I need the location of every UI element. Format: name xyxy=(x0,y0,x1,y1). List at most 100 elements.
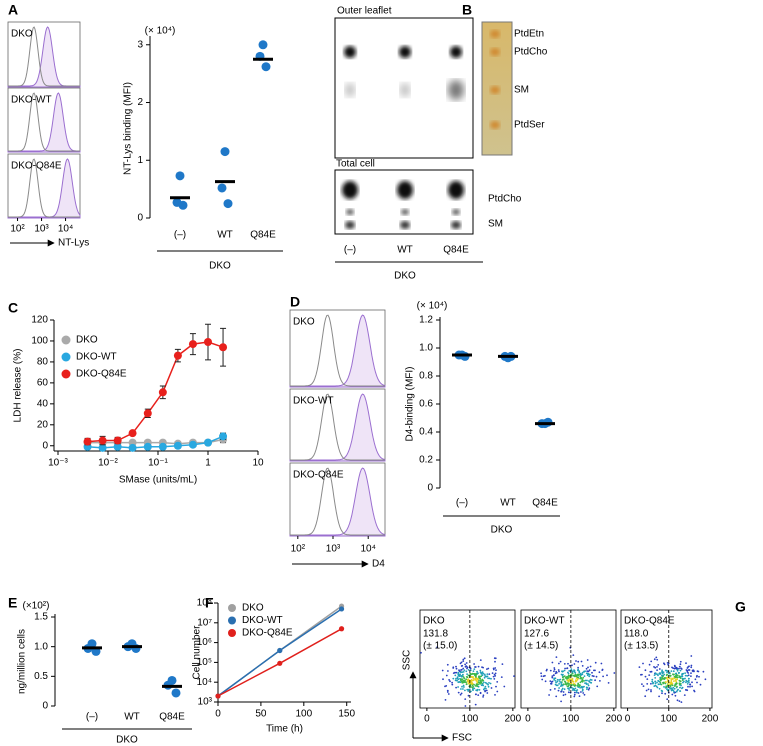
density-dot xyxy=(679,686,681,689)
density-dot xyxy=(562,676,565,678)
data-point xyxy=(178,200,188,210)
data-point xyxy=(277,647,283,654)
density-dot xyxy=(470,675,473,678)
density-dot xyxy=(691,685,693,688)
density-dot xyxy=(577,674,579,677)
density-dot xyxy=(554,688,556,690)
density-dot xyxy=(660,689,663,692)
density-dot xyxy=(591,671,593,674)
density-dot xyxy=(540,672,542,675)
data-point xyxy=(188,440,197,449)
y-axis-label: SSC xyxy=(402,650,413,671)
density-dot xyxy=(666,662,669,664)
density-dot xyxy=(581,680,584,683)
density-dot xyxy=(687,679,690,682)
density-dot xyxy=(482,688,485,691)
density-dot xyxy=(470,686,472,688)
y-tick-label: 0.5 xyxy=(34,671,48,682)
y-tick-label: 3 xyxy=(137,39,143,50)
density-dot xyxy=(587,670,590,673)
density-dot xyxy=(575,689,577,692)
density-dot xyxy=(482,672,485,675)
density-dot xyxy=(702,670,705,673)
density-dot xyxy=(465,681,467,684)
panel-letter: E xyxy=(8,595,17,611)
density-dot xyxy=(568,689,571,691)
density-dot xyxy=(587,666,589,669)
density-dot xyxy=(687,677,690,680)
x-tick-label: 200 xyxy=(702,714,719,725)
density-dot xyxy=(490,687,493,689)
density-dot xyxy=(681,677,684,680)
density-dot xyxy=(678,682,681,685)
density-dot xyxy=(477,694,480,696)
density-dot xyxy=(571,677,574,680)
density-dot xyxy=(690,655,693,657)
y-tick-label: 0 xyxy=(427,483,433,494)
density-dot xyxy=(452,667,455,669)
density-dot xyxy=(638,666,641,668)
density-dot xyxy=(582,692,585,694)
density-dot xyxy=(472,670,475,672)
tlc-total xyxy=(334,169,474,235)
density-dot xyxy=(659,681,662,684)
density-dot xyxy=(664,692,667,695)
density-dot xyxy=(488,682,490,684)
x-tick-label: Q84E xyxy=(250,230,276,241)
density-dot xyxy=(679,682,682,685)
x-tick-label: 100 xyxy=(462,714,479,725)
density-dot xyxy=(585,672,588,675)
density-dot xyxy=(661,692,663,695)
density-dot xyxy=(458,669,460,672)
density-dot xyxy=(465,670,468,673)
x-axis-label: FSC xyxy=(452,733,472,744)
density-dot xyxy=(553,667,556,669)
density-dot xyxy=(654,677,657,679)
x-tick-label: 10⁻¹ xyxy=(148,458,168,469)
density-dot xyxy=(503,685,506,688)
tlc-spot xyxy=(344,46,356,58)
density-dot xyxy=(482,684,485,687)
legend-label: DKO xyxy=(76,335,98,346)
density-dot xyxy=(650,689,652,691)
density-dot xyxy=(681,679,684,681)
data-point xyxy=(175,171,185,181)
y-tick-label: 1.0 xyxy=(34,641,48,652)
density-dot xyxy=(575,680,578,682)
density-dot xyxy=(495,685,497,688)
density-dot xyxy=(573,689,576,692)
panel-letter: C xyxy=(8,300,18,316)
x-axis-label: SMase (units/mL) xyxy=(119,475,197,486)
sd-label: (± 13.5) xyxy=(624,641,658,652)
density-dot xyxy=(577,682,579,685)
density-dot xyxy=(454,679,457,682)
density-dot xyxy=(479,669,482,672)
x-tick-label: WT xyxy=(500,498,516,509)
y-multiplier: (× 10⁴) xyxy=(145,26,176,37)
density-dot xyxy=(558,662,560,665)
density-dot xyxy=(555,681,557,684)
panel-letter: A xyxy=(8,2,18,18)
density-dot xyxy=(444,699,447,701)
density-dot xyxy=(562,694,565,697)
density-dot xyxy=(671,684,674,687)
density-dot xyxy=(449,680,451,683)
density-dot xyxy=(657,664,660,666)
y-multiplier: (×10²) xyxy=(23,601,50,612)
density-dot xyxy=(686,669,689,672)
density-dot xyxy=(670,680,673,682)
density-dot xyxy=(562,673,564,676)
data-point xyxy=(217,183,227,193)
x-tick-label: (–) xyxy=(86,712,98,723)
density-dot xyxy=(669,675,672,677)
density-dot xyxy=(584,679,587,682)
density-dot xyxy=(462,660,465,662)
density-dot xyxy=(675,690,678,693)
x-tick-label: 10 xyxy=(252,458,264,469)
density-dot xyxy=(699,683,702,686)
tlc-spot xyxy=(399,46,411,58)
density-dot xyxy=(586,659,589,661)
legend-marker xyxy=(61,369,71,379)
density-dot xyxy=(446,689,449,692)
